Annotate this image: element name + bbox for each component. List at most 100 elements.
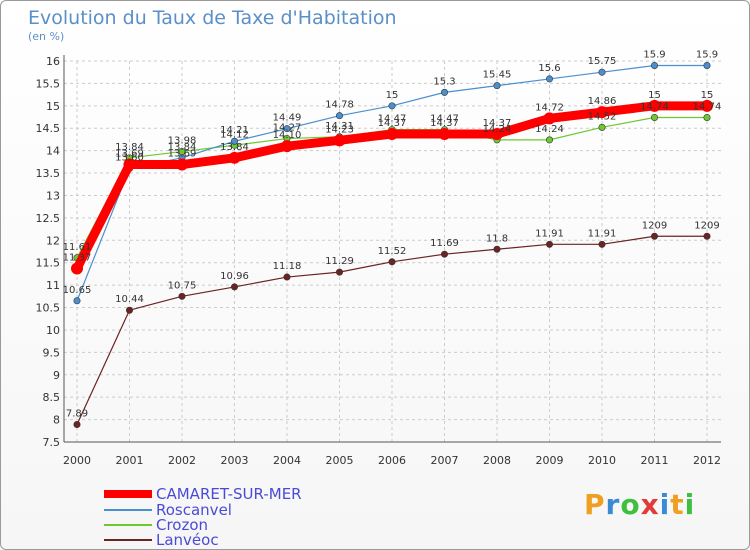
y-tick-label: 9 xyxy=(53,369,60,382)
logo-letter: r xyxy=(605,488,621,521)
x-tick-label: 2007 xyxy=(431,454,459,467)
data-point-camaret xyxy=(596,106,608,119)
data-point-roscanvel xyxy=(440,88,448,96)
data-point-camaret xyxy=(386,128,398,141)
legend-label-roscanvel: Roscanvel xyxy=(156,500,232,519)
data-label-camaret: 14.72 xyxy=(535,102,564,113)
y-tick-label: 16 xyxy=(46,55,60,68)
data-label-camaret: 13.69 xyxy=(115,149,144,160)
x-tick-label: 2006 xyxy=(378,454,406,467)
data-point-roscanvel xyxy=(545,75,553,83)
data-point-roscanvel xyxy=(335,112,343,120)
data-point-roscanvel xyxy=(73,297,81,305)
data-point-crozon xyxy=(545,136,553,144)
data-point-lanveoc xyxy=(493,245,501,253)
data-point-lanveoc xyxy=(440,250,448,258)
y-tick-label: 14.5 xyxy=(36,122,61,135)
x-tick-label: 2009 xyxy=(536,454,564,467)
y-tick-label: 15 xyxy=(46,100,60,113)
data-label-lanveoc: 11.18 xyxy=(273,261,302,272)
data-label-roscanvel: 15.9 xyxy=(643,49,665,60)
data-label-lanveoc: 10.96 xyxy=(220,271,249,282)
data-label-lanveoc: 11.69 xyxy=(430,238,459,249)
data-label-camaret: 13.69 xyxy=(168,149,197,160)
data-label-lanveoc: 10.44 xyxy=(115,294,144,305)
legend-label-crozon: Crozon xyxy=(156,515,209,534)
data-label-lanveoc: 11.52 xyxy=(378,246,407,257)
data-label-crozon: 14.47 xyxy=(430,114,459,125)
data-label-lanveoc: 7.89 xyxy=(66,409,88,420)
legend-item-roscanvel: Roscanvel xyxy=(104,500,232,519)
data-point-lanveoc xyxy=(335,268,343,276)
data-label-camaret: 15 xyxy=(701,90,714,101)
y-tick-label: 8 xyxy=(53,414,60,427)
data-point-crozon xyxy=(650,113,658,121)
data-label-crozon: 14.12 xyxy=(220,129,249,140)
data-label-crozon: 14.24 xyxy=(483,124,512,135)
data-point-crozon xyxy=(598,123,606,131)
data-point-crozon xyxy=(703,113,711,121)
data-label-camaret: 14.86 xyxy=(588,96,617,107)
data-point-roscanvel xyxy=(598,68,606,76)
data-point-camaret xyxy=(228,151,241,164)
x-tick-label: 2003 xyxy=(221,454,249,467)
data-point-lanveoc xyxy=(650,232,658,240)
data-point-lanveoc xyxy=(388,258,396,266)
y-tick-label: 8.5 xyxy=(43,391,61,404)
data-point-lanveoc xyxy=(598,240,606,248)
x-tick-label: 2012 xyxy=(693,454,721,467)
chart-title: Evolution du Taux de Taxe d'Habitation xyxy=(28,7,397,29)
data-label-camaret: 15 xyxy=(648,90,661,101)
data-point-camaret xyxy=(543,112,556,125)
logo-letter: o xyxy=(620,488,641,521)
data-label-roscanvel: 13.84 xyxy=(168,142,197,153)
data-point-roscanvel xyxy=(388,102,396,110)
legend-item-crozon: Crozon xyxy=(104,515,209,534)
legend-item-lanveoc: Lanvéoc xyxy=(104,530,219,549)
data-point-camaret xyxy=(333,134,346,147)
data-point-roscanvel xyxy=(650,61,658,69)
data-label-camaret: 14.37 xyxy=(378,118,407,129)
y-tick-label: 7.5 xyxy=(43,436,61,449)
x-tick-label: 2008 xyxy=(483,454,511,467)
data-label-roscanvel: 15.75 xyxy=(588,56,617,67)
legend-swatch-crozon xyxy=(104,523,152,526)
data-label-crozon: 14.52 xyxy=(588,111,617,122)
data-point-lanveoc xyxy=(126,306,134,314)
y-tick-label: 13 xyxy=(46,189,60,202)
proxiti-logo: Proxiti xyxy=(584,488,695,521)
legend-swatch-camaret xyxy=(104,489,152,498)
data-point-lanveoc xyxy=(545,240,553,248)
data-label-roscanvel: 15.3 xyxy=(433,76,455,87)
data-label-lanveoc: 11.91 xyxy=(535,228,564,239)
data-label-crozon: 14.47 xyxy=(378,114,407,125)
data-point-lanveoc xyxy=(703,232,711,240)
y-tick-label: 10.5 xyxy=(36,302,61,315)
y-tick-label: 11 xyxy=(46,279,60,292)
data-label-crozon: 13.84 xyxy=(115,142,144,153)
data-point-roscanvel xyxy=(703,61,711,69)
data-label-camaret: 13.84 xyxy=(220,142,249,153)
data-label-lanveoc: 11.91 xyxy=(588,228,617,239)
y-tick-label: 9.5 xyxy=(43,346,61,359)
data-point-lanveoc xyxy=(283,273,291,281)
legend-label-lanveoc: Lanvéoc xyxy=(156,530,219,549)
data-label-camaret: 14.23 xyxy=(325,124,354,135)
data-label-roscanvel: 15.45 xyxy=(483,70,512,81)
data-label-lanveoc: 10.75 xyxy=(168,280,197,291)
x-tick-label: 2005 xyxy=(326,454,354,467)
data-point-roscanvel xyxy=(283,125,291,133)
legend-item-camaret: CAMARET-SUR-MER xyxy=(104,485,302,503)
data-point-camaret xyxy=(648,99,661,112)
data-label-roscanvel: 14.78 xyxy=(325,100,354,111)
data-label-camaret: 11.37 xyxy=(63,253,92,264)
legend-swatch-lanveoc xyxy=(104,538,152,541)
y-tick-label: 14 xyxy=(46,145,60,158)
y-tick-label: 13.5 xyxy=(36,167,61,180)
data-point-lanveoc xyxy=(178,292,186,300)
data-label-roscanvel: 14.49 xyxy=(273,113,302,124)
data-label-crozon: 13.98 xyxy=(168,136,197,147)
x-tick-label: 2001 xyxy=(116,454,144,467)
data-point-camaret xyxy=(123,158,136,171)
